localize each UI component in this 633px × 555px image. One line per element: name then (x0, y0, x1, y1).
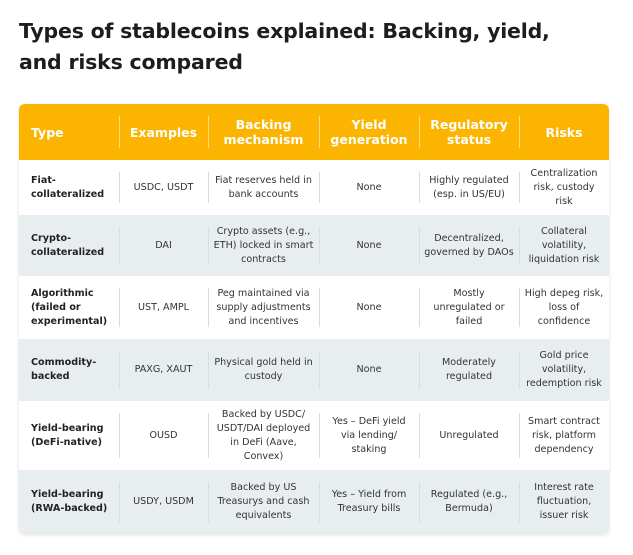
column-header: Type (19, 104, 119, 160)
table-cell: Yes – Yield from Treasury bills (319, 470, 419, 534)
table-cell: Gold price volatility, redemption risk (519, 339, 609, 401)
table-cell: USDC, USDT (119, 160, 208, 215)
table-cell: Crypto assets (e.g., ETH) locked in smar… (208, 215, 319, 276)
table-cell: Yes – DeFi yield via lending/ staking (319, 401, 419, 470)
table-cell: Highly regulated (esp. in US/EU) (419, 160, 519, 215)
table-cell: None (319, 339, 419, 401)
table-cell: Peg maintained via supply adjustments an… (208, 276, 319, 339)
table-row: Crypto-collateralized DAI Crypto assets (e… (19, 215, 609, 276)
table-row: Yield-bearing (DeFi-native) OUSD Backed by… (19, 401, 609, 470)
table-cell: Yield-bearing (RWA-backed) (19, 470, 119, 534)
table-cell: Physical gold held in custody (208, 339, 319, 401)
table-row: Algorithmic (failed or experimental) UST,… (19, 276, 609, 339)
table-cell: Collateral volatility, liquidation risk (519, 215, 609, 276)
table-cell: Crypto-collateralized (19, 215, 119, 276)
table-cell: Fiat reserves held in bank accounts (208, 160, 319, 215)
table-cell: Yield-bearing (DeFi-native) (31, 422, 104, 448)
table-cell: Regulated (e.g., Bermuda) (419, 470, 519, 534)
stablecoin-comparison-table: Type Examples Backing mechanism Yield gener… (19, 104, 609, 534)
table-cell: Backed by USDC/ USDT/DAI deployed in DeF… (208, 401, 319, 470)
table-cell: Unregulated (419, 401, 519, 470)
page-title: Types of stablecoins explained: Backing,… (19, 19, 550, 74)
table-cell: Commodity-backed (19, 339, 119, 401)
table-cell: Mostly unregulated or failed (419, 276, 519, 339)
column-header: Regulatory status (419, 104, 519, 160)
table-row: Fiat-collateralized USDC, USDT Fiat reserv… (19, 160, 609, 215)
table-cell: PAXG, XAUT (119, 339, 208, 401)
table-cell: Backed by US Treasurys and cash equivale… (208, 470, 319, 534)
table-row: Yield-bearing (RWA-backed) USDY, USDM Back… (19, 470, 609, 534)
column-header: Risks (519, 104, 609, 160)
table-cell: UST, AMPL (119, 276, 208, 339)
table-cell: Algorithmic (failed or experimental) (31, 287, 108, 327)
table-cell: Moderately regulated (419, 339, 519, 401)
table-cell: High depeg risk, loss of confidence (519, 276, 609, 339)
column-header: Backing mechanism (208, 104, 319, 160)
table-cell: Interest rate fluctuation, issuer risk (519, 470, 609, 534)
column-header: Yield generation (319, 104, 419, 160)
table-cell: None (319, 276, 419, 339)
table-cell: Centralization risk, custody risk (519, 160, 609, 215)
table-header-row: Type Examples Backing mechanism Yield gener… (19, 104, 609, 160)
table-cell: DAI (119, 215, 208, 276)
column-header: Examples (119, 104, 208, 160)
table-cell: Fiat-collateralized (31, 174, 105, 200)
table-cell: None (319, 160, 419, 215)
table-cell: Decentralized, governed by DAOs (419, 215, 519, 276)
table-cell: USDY, USDM (119, 470, 208, 534)
table-cell: OUSD (119, 401, 208, 470)
table-cell: None (319, 215, 419, 276)
table-cell: Smart contract risk, platform dependency (519, 401, 609, 470)
table-row: Commodity-backed PAXG, XAUT Physical gold … (19, 339, 609, 401)
